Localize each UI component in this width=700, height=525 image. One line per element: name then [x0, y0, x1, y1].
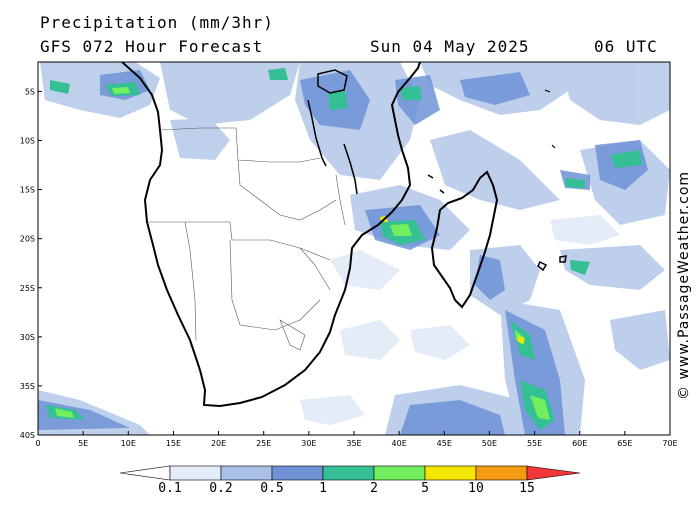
lon-label: 70E — [662, 439, 677, 448]
map-title: Precipitation (mm/3hr) — [40, 13, 274, 32]
lon-label: 55E — [527, 439, 542, 448]
lon-label: 15E — [166, 439, 181, 448]
mascarene-islands — [537, 255, 567, 272]
madagascar-coastline — [430, 170, 499, 309]
lake-malawi — [343, 143, 358, 195]
longitude-axis: 0 5E 10E 15E 20E 25E 30E 35E 40E 45E 50E 55E 60E 65E 7… — [35, 431, 678, 448]
africa-coastline — [121, 62, 421, 408]
lat-label: 30S — [20, 333, 35, 342]
lat-label: 25S — [20, 284, 35, 293]
comoros-islands — [427, 174, 445, 194]
lon-label: 10E — [121, 439, 136, 448]
lat-label: 5S — [25, 87, 35, 96]
lon-label: 40E — [392, 439, 407, 448]
lon-label: 65E — [617, 439, 632, 448]
lat-label: 10S — [20, 137, 35, 146]
lat-label: 40S — [20, 431, 35, 440]
lon-label: 0 — [35, 439, 40, 448]
coastlines — [121, 62, 567, 408]
lon-label: 50E — [482, 439, 497, 448]
forecast-date: Sun 04 May 2025 — [370, 37, 530, 56]
lat-label: 15S — [20, 186, 35, 195]
forecast-subtitle: GFS 072 Hour Forecast — [40, 37, 264, 56]
lake-tanganyika — [307, 99, 327, 167]
forecast-time: 06 UTC — [594, 37, 658, 56]
lon-label: 35E — [346, 439, 361, 448]
lon-label: 5E — [78, 439, 88, 448]
lat-label: 35S — [20, 382, 35, 391]
lat-label: 20S — [20, 235, 35, 244]
lon-label: 60E — [572, 439, 587, 448]
lon-label: 20E — [211, 439, 226, 448]
lon-label: 25E — [256, 439, 271, 448]
lon-label: 30E — [301, 439, 316, 448]
precipitation-layer — [38, 62, 670, 435]
country-borders — [145, 127, 346, 351]
latitude-axis: 5S 10S 15S 20S 25S 30S 35S 40S — [20, 87, 42, 440]
seychelles-islands — [544, 89, 556, 149]
lake-victoria — [317, 69, 348, 94]
lon-label: 45E — [437, 439, 452, 448]
credit-text: © www.PassageWeather.com — [676, 170, 692, 400]
